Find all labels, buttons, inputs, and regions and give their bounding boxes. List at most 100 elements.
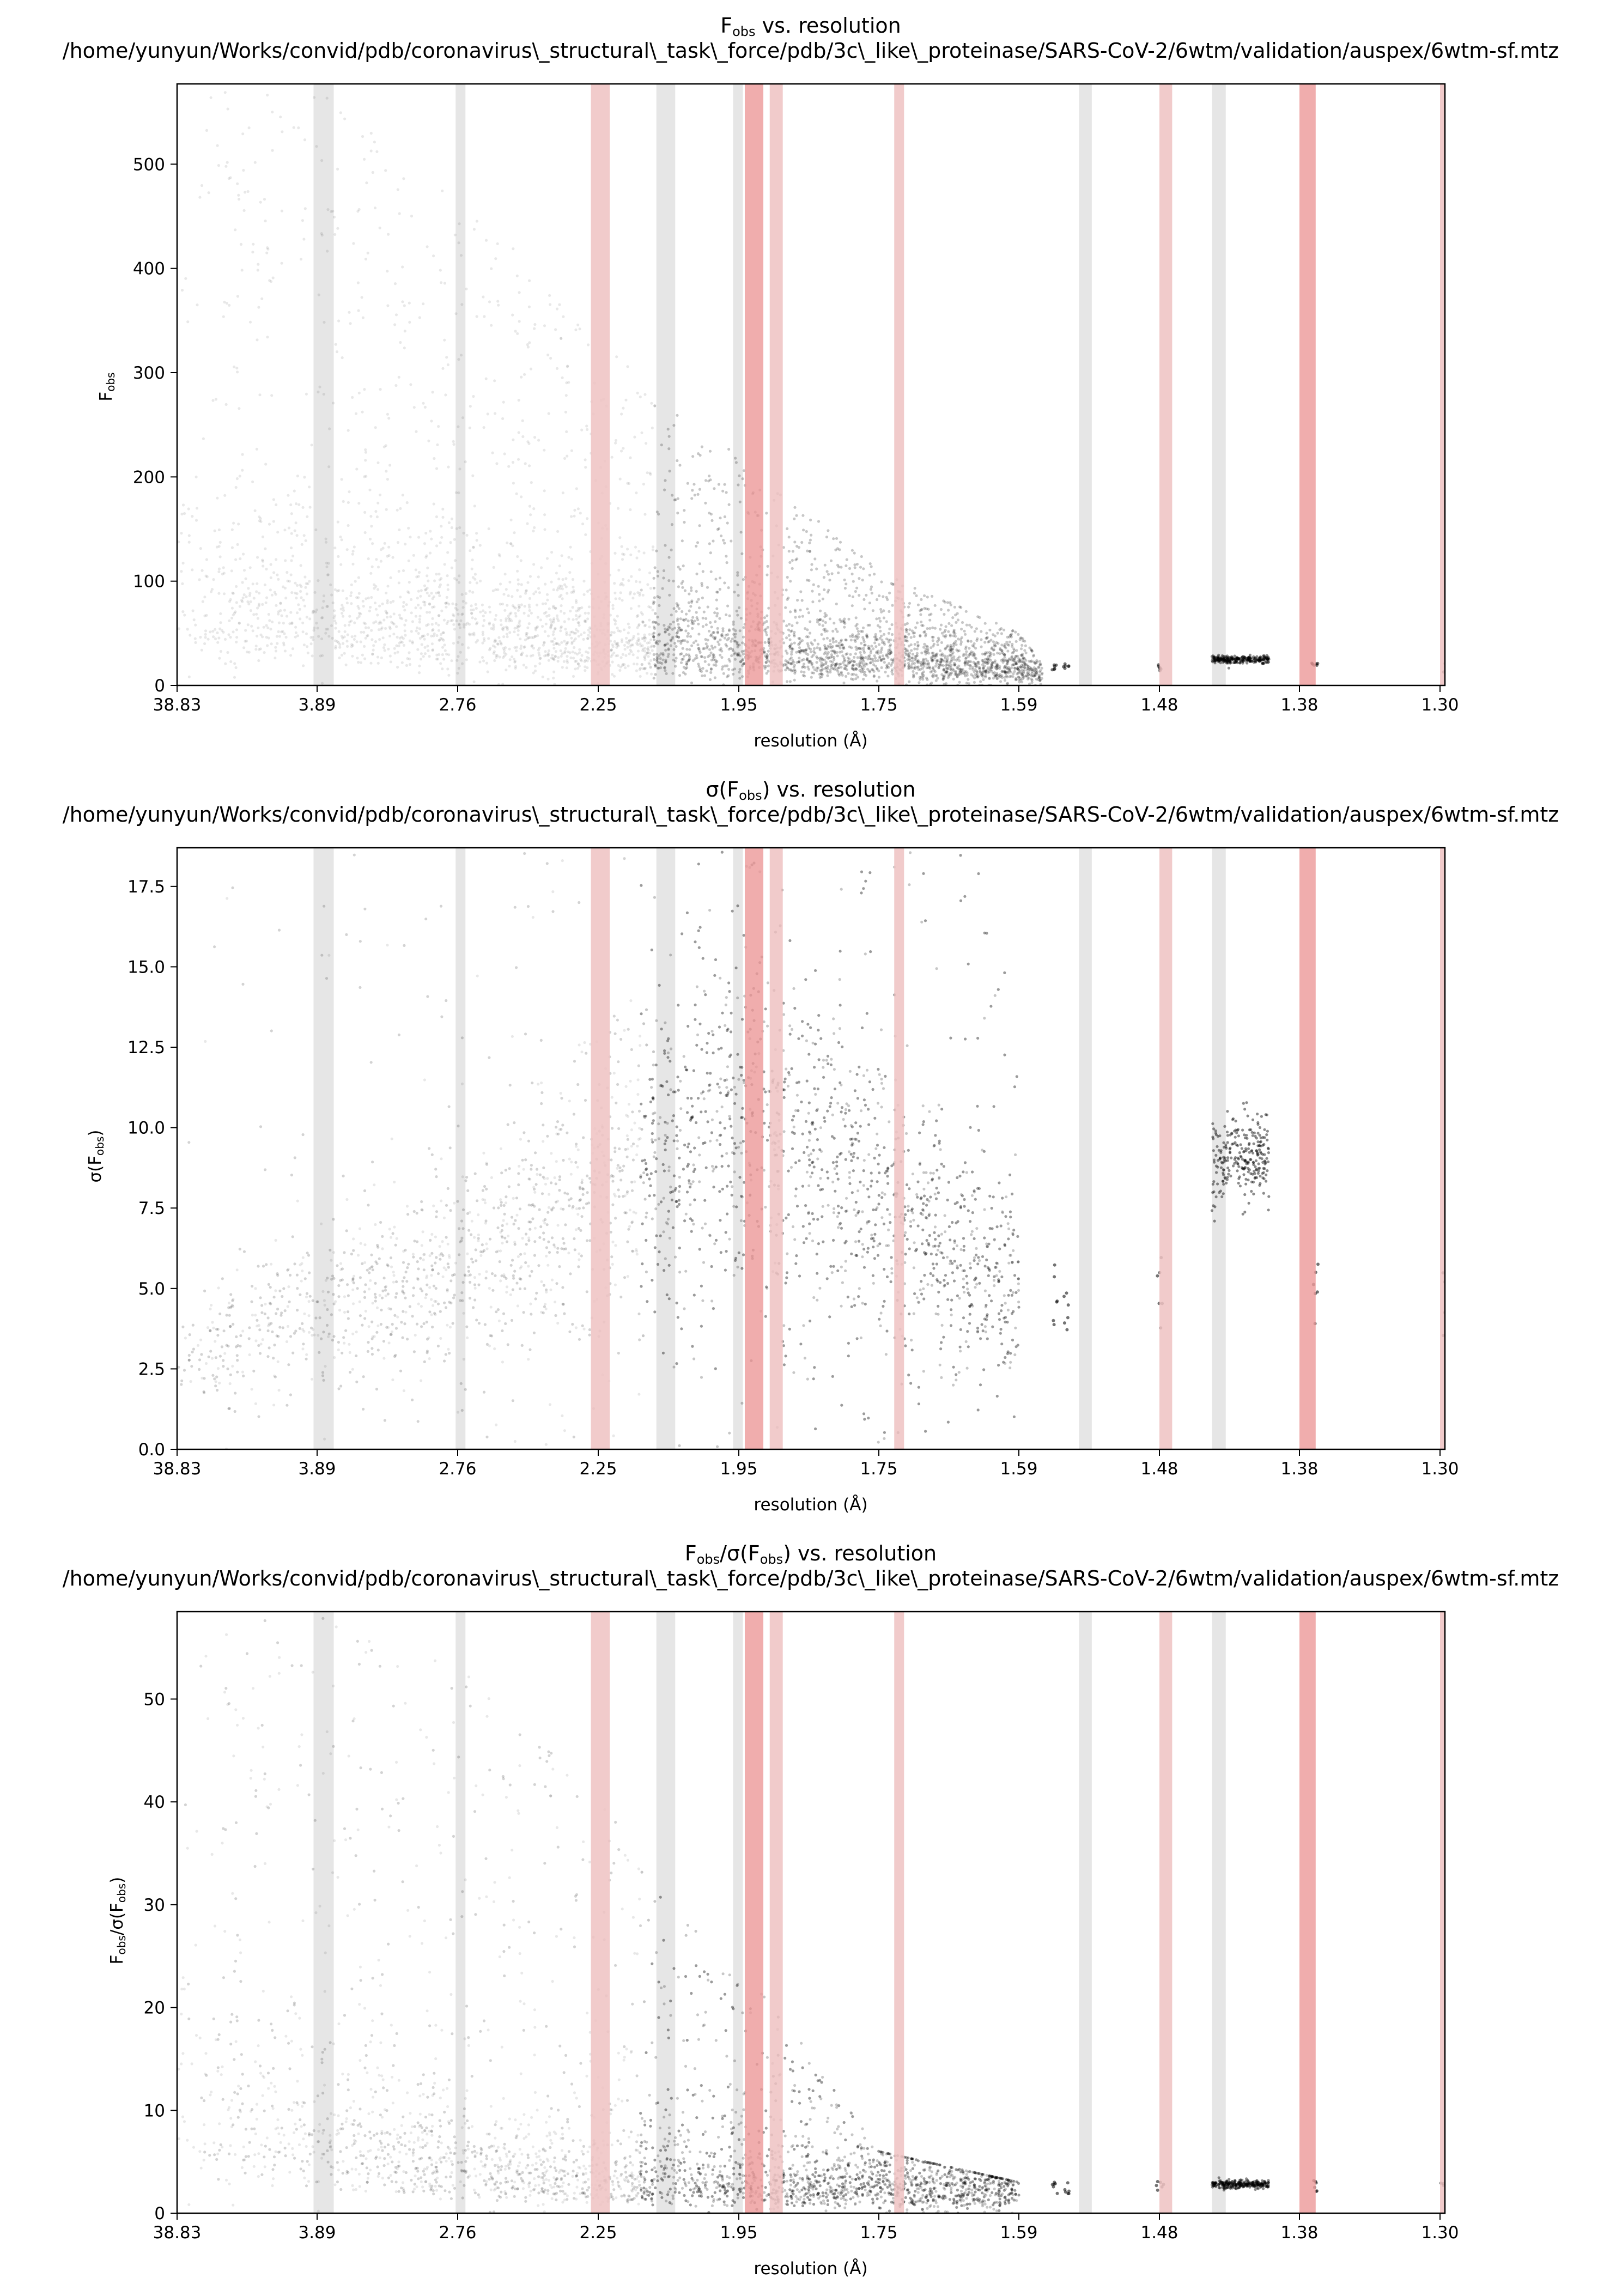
data-point (732, 633, 736, 636)
data-point (570, 449, 573, 452)
data-point (702, 610, 706, 614)
data-point (667, 653, 670, 656)
data-point (1211, 660, 1214, 664)
data-point (995, 664, 998, 667)
data-point (418, 627, 422, 630)
data-point (550, 621, 554, 624)
data-point (248, 566, 252, 569)
data-point (640, 431, 643, 434)
data-point (406, 657, 409, 660)
data-point (1263, 655, 1266, 658)
data-point (299, 584, 302, 587)
data-point (482, 659, 485, 663)
data-point (1014, 678, 1018, 681)
data-point (923, 661, 926, 664)
data-point (965, 671, 969, 675)
data-point (839, 663, 842, 666)
data-point (823, 612, 827, 615)
data-point (725, 645, 728, 648)
data-point (723, 483, 726, 486)
data-point (667, 556, 671, 559)
data-point (809, 620, 812, 623)
data-point (452, 440, 455, 444)
data-point (357, 607, 361, 610)
data-point (793, 678, 796, 682)
data-point (1234, 658, 1237, 661)
data-point (222, 592, 226, 596)
data-point (675, 631, 678, 635)
data-point (315, 145, 318, 148)
data-point (1003, 665, 1006, 669)
data-point (195, 507, 199, 510)
data-point (811, 600, 815, 604)
data-point (576, 666, 580, 670)
data-point (629, 553, 633, 556)
data-point (472, 608, 475, 611)
data-point (621, 653, 624, 656)
data-point (1254, 660, 1257, 663)
data-point (614, 619, 617, 623)
data-point (782, 641, 786, 645)
data-point (683, 589, 687, 592)
data-point (810, 661, 814, 665)
data-point (1011, 658, 1014, 661)
data-point (1005, 663, 1009, 666)
data-point (638, 593, 641, 597)
data-point (716, 627, 719, 630)
data-point (833, 663, 836, 666)
data-point (322, 594, 326, 598)
data-point (438, 653, 441, 656)
data-point (183, 512, 186, 515)
data-point (628, 639, 631, 642)
data-point (506, 626, 509, 629)
data-point (403, 629, 406, 633)
data-point (1262, 661, 1265, 665)
data-point (821, 658, 824, 661)
data-point (635, 669, 638, 672)
data-point (481, 603, 484, 606)
data-point (501, 628, 505, 631)
data-point (280, 614, 283, 617)
data-point (496, 300, 500, 303)
data-point (244, 629, 247, 632)
data-point (861, 658, 864, 661)
data-point (718, 576, 722, 580)
data-point (541, 675, 544, 678)
data-point (801, 673, 805, 677)
data-point (1228, 658, 1231, 661)
data-point (820, 669, 823, 672)
data-point (829, 656, 833, 659)
data-point (1038, 676, 1041, 680)
data-point (517, 431, 520, 434)
data-point (342, 500, 345, 503)
data-point (1241, 657, 1244, 660)
data-point (1003, 670, 1007, 673)
data-point (233, 662, 236, 665)
data-point (444, 393, 447, 397)
data-point (578, 648, 581, 651)
data-point (275, 558, 278, 561)
data-point (687, 653, 690, 657)
data-point (973, 630, 976, 633)
data-point (853, 551, 856, 555)
data-point (472, 394, 475, 398)
data-point (651, 545, 655, 549)
data-point (843, 667, 846, 670)
data-point (405, 603, 408, 606)
data-point (694, 657, 697, 660)
data-point (948, 653, 951, 657)
data-point (356, 605, 360, 608)
data-point (586, 343, 590, 347)
data-point (701, 674, 704, 677)
data-point (439, 269, 442, 272)
data-point (736, 643, 739, 647)
data-point (819, 657, 823, 660)
data-point (1248, 655, 1251, 659)
data-point (449, 619, 453, 622)
data-point (555, 367, 559, 370)
data-point (672, 424, 676, 427)
data-point (949, 667, 952, 671)
data-point (1034, 662, 1037, 665)
data-point (1034, 672, 1037, 676)
data-point (1266, 657, 1269, 660)
